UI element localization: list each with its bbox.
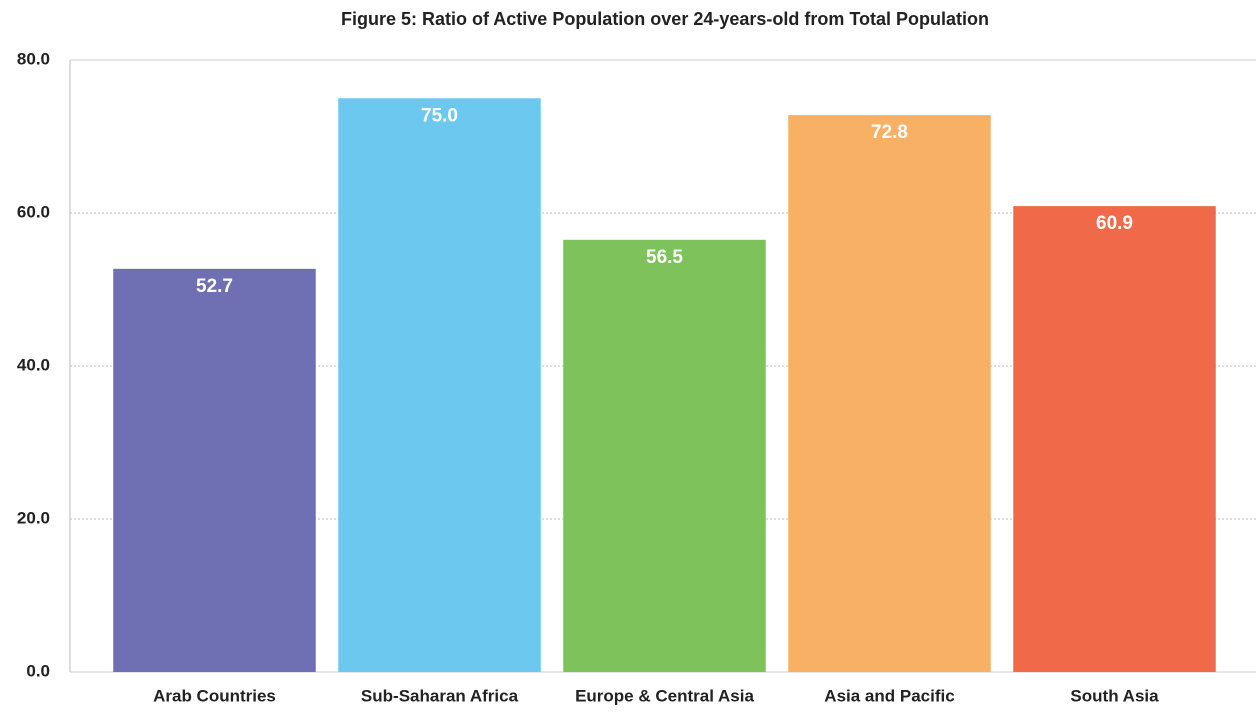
y-tick-label: 80.0	[17, 49, 50, 68]
bar	[563, 239, 766, 672]
x-tick-label: Arab Countries	[153, 686, 276, 705]
y-tick-label: 40.0	[17, 355, 50, 374]
x-tick-label: Asia and Pacific	[824, 686, 954, 705]
data-label: 56.5	[646, 247, 683, 268]
data-label: 75.0	[421, 105, 458, 126]
data-label: 72.8	[871, 122, 908, 143]
x-tick-label: Sub-Saharan Africa	[361, 686, 519, 705]
x-tick-label: South Asia	[1070, 686, 1159, 705]
chart-title: Figure 5: Ratio of Active Population ove…	[341, 9, 989, 29]
bar	[338, 98, 541, 672]
x-tick-label: Europe & Central Asia	[575, 686, 754, 705]
bar	[113, 268, 316, 672]
y-tick-label: 60.0	[17, 202, 50, 221]
data-label: 52.7	[196, 276, 233, 297]
bar	[788, 115, 991, 672]
y-tick-label: 20.0	[17, 508, 50, 527]
data-label: 60.9	[1096, 213, 1133, 234]
bar	[1013, 206, 1216, 673]
y-tick-label: 0.0	[26, 661, 50, 680]
